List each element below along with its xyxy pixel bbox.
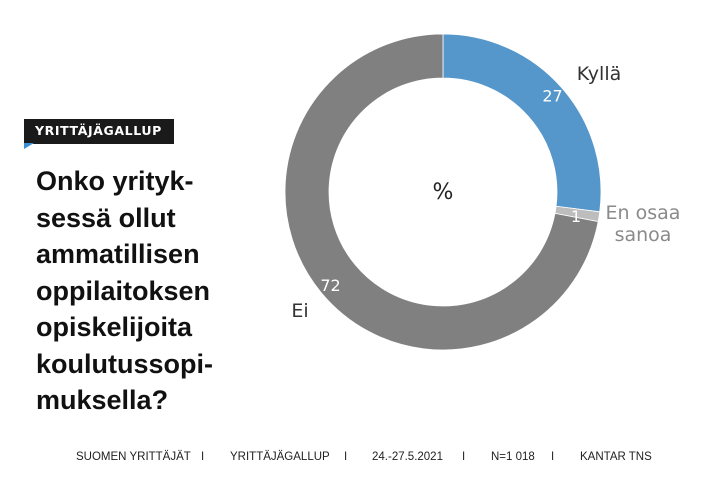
- category-label-en-osaa-sanoa: En osaa sanoa: [606, 202, 681, 246]
- footer-survey: YRITTÄJÄGALLUP: [230, 451, 330, 463]
- center-label: %: [433, 180, 454, 205]
- gallup-badge: YRITTÄJÄGALLUP: [24, 119, 174, 144]
- footer-separator: I: [201, 451, 205, 463]
- footer-separator: I: [462, 451, 466, 463]
- footer-sample: N=1 018: [491, 451, 535, 463]
- slice-kyllä: [442, 33, 602, 213]
- value-label-ei: 72: [320, 276, 340, 295]
- donut-labels: 27 Kyllä 1 En osaa sanoa 72 Ei: [291, 63, 680, 322]
- value-label-kyllä: 27: [542, 86, 562, 105]
- footer-date: 24.-27.5.2021: [372, 451, 443, 463]
- footer-source: SUOMEN YRITTÄJÄT: [76, 451, 191, 463]
- footer-pollster: KANTAR TNS: [580, 451, 652, 463]
- category-label-kyllä: Kyllä: [577, 63, 622, 85]
- donut-slices: [284, 33, 602, 351]
- category-label-ei: Ei: [291, 300, 308, 322]
- chart-question: Onko yrityk- sessä ollut ammatillisen op…: [36, 166, 213, 415]
- slice-ei: [284, 33, 599, 351]
- footer-separator: I: [344, 451, 348, 463]
- footer-separator: I: [551, 451, 555, 463]
- badge-accent-tick: [24, 143, 34, 149]
- value-label-en-osaa-sanoa: 1: [571, 207, 581, 226]
